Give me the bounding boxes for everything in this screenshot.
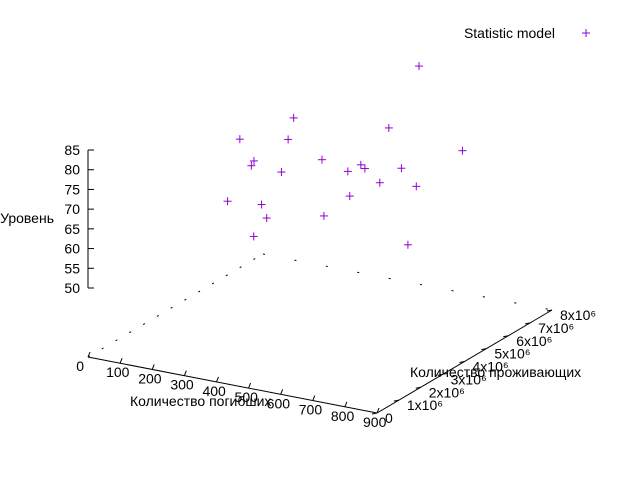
x-tick-label: 400 <box>202 383 226 399</box>
x-axis-line <box>87 356 378 414</box>
data-point <box>257 200 266 209</box>
data-point <box>249 232 258 241</box>
z-axis-label: Уровень <box>0 210 54 226</box>
x-tick <box>215 376 219 383</box>
tick-labels: 50 55 60 65 70 75 80 85 0 100 200 300 400 500 600 700 80… <box>64 142 596 430</box>
legend: Statistic model <box>464 25 590 41</box>
x-tick <box>344 401 348 407</box>
z-tick-label: 85 <box>64 142 80 158</box>
data-point <box>249 156 258 165</box>
data-point <box>384 123 393 132</box>
x-tick-label: 800 <box>331 408 355 424</box>
back-edge-y <box>87 253 264 358</box>
y-tick-label: 8x10⁶ <box>560 307 596 323</box>
y-tick-label: 7x10⁶ <box>538 320 574 336</box>
y-tick <box>459 361 465 363</box>
y-tick <box>546 309 553 312</box>
legend-label: Statistic model <box>464 25 555 41</box>
x-tick-label: 200 <box>138 370 162 386</box>
data-point <box>284 135 293 144</box>
y-tick <box>481 348 487 351</box>
data-point <box>262 214 271 223</box>
data-point <box>318 155 327 164</box>
z-tick-label: 75 <box>64 181 80 197</box>
x-axis-label: Количество погибших <box>130 393 271 409</box>
data-point <box>360 164 369 173</box>
data-points <box>223 62 467 249</box>
z-tick-label: 80 <box>64 162 80 178</box>
z-tick-label: 60 <box>64 241 80 257</box>
y-tick-label: 4x10⁶ <box>473 359 509 375</box>
data-point <box>343 167 352 176</box>
data-point <box>458 146 467 155</box>
y-tick-label: 6x10⁶ <box>516 333 552 349</box>
data-point <box>223 197 232 206</box>
y-tick <box>415 386 421 389</box>
x-tick-label: 0 <box>76 358 84 374</box>
x-tick <box>312 395 316 401</box>
data-point <box>403 240 412 249</box>
y-tick <box>525 322 531 325</box>
data-point <box>345 192 354 201</box>
back-edge-x <box>262 253 553 311</box>
x-tick-label: 900 <box>363 414 387 430</box>
y-tick-label: 1x10⁶ <box>407 397 443 413</box>
z-tick-label: 65 <box>64 221 80 237</box>
y-tick <box>371 412 378 415</box>
y-tick-label: 0 <box>385 410 393 426</box>
x-tick <box>151 364 155 370</box>
x-tick <box>248 382 252 389</box>
data-point <box>289 113 298 122</box>
data-point <box>412 182 421 191</box>
data-point <box>247 161 256 170</box>
x-tick <box>183 370 187 376</box>
y-tick <box>503 335 509 338</box>
y-tick <box>437 373 443 376</box>
y-tick-label: 2x10⁶ <box>429 384 465 400</box>
data-point <box>375 178 384 187</box>
x-tick-label: 700 <box>299 402 323 418</box>
legend-marker-symbol <box>582 29 590 37</box>
y-tick-label: 3x10⁶ <box>451 371 487 387</box>
data-point <box>235 135 244 144</box>
y-axis-label: Количество проживающих <box>410 364 581 380</box>
x-tick <box>280 389 284 395</box>
z-tick-label: 50 <box>64 280 80 296</box>
tick-marks <box>87 149 553 415</box>
legend-marker <box>582 29 590 37</box>
x-tick-label: 300 <box>170 377 194 393</box>
data-point <box>356 160 365 169</box>
data-point <box>415 62 424 71</box>
x-tick-label: 500 <box>235 389 259 405</box>
data-point <box>319 211 328 220</box>
y-tick <box>393 399 399 402</box>
x-tick <box>87 351 91 358</box>
x-tick-label: 600 <box>267 395 291 411</box>
x-tick <box>119 358 123 364</box>
z-tick-label: 70 <box>64 201 80 217</box>
data-point <box>397 164 406 173</box>
y-tick-label: 5x10⁶ <box>494 346 530 362</box>
x-tick <box>376 407 380 414</box>
x-tick-label: 100 <box>106 364 130 380</box>
data-point <box>277 168 286 177</box>
z-tick-label: 55 <box>64 260 80 276</box>
